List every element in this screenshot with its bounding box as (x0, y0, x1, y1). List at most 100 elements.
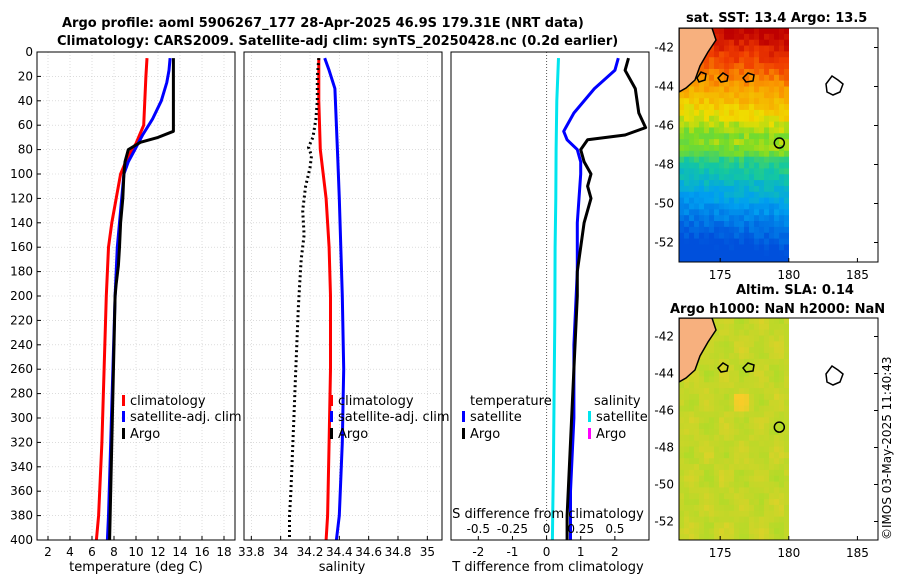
heatmap-cell (719, 109, 725, 117)
heatmap-cell (744, 180, 750, 187)
y-tick-label: 140 (10, 216, 33, 230)
s-diff-tick-label: 0.5 (605, 522, 624, 536)
heatmap-cell (734, 329, 740, 337)
heatmap-cell (714, 156, 720, 164)
heatmap-cell (699, 393, 705, 401)
heatmap-cell (769, 232, 775, 240)
heatmap-cell (729, 39, 735, 47)
heatmap-cell (719, 411, 725, 418)
heatmap-cell (744, 458, 750, 465)
heatmap-cell (744, 221, 750, 228)
heatmap-cell (739, 226, 745, 234)
heatmap-cell (689, 209, 695, 216)
heatmap-cell (784, 203, 789, 210)
heatmap-cell (724, 388, 730, 395)
heatmap-cell (769, 45, 775, 52)
heatmap-cell (729, 185, 735, 193)
heatmap-cell (699, 475, 705, 483)
legend-argo: Argo (130, 427, 160, 442)
heatmap-cell (754, 458, 760, 465)
heatmap-cell (689, 92, 695, 99)
heatmap-cell (749, 156, 755, 164)
heatmap-cell (679, 92, 685, 99)
heatmap-cell (694, 364, 700, 372)
heatmap-cell (779, 481, 785, 489)
heatmap-cell (759, 452, 765, 459)
heatmap-cell (714, 244, 720, 251)
heatmap-cell (769, 109, 775, 117)
heatmap-cell (764, 244, 770, 251)
heatmap-cell (714, 358, 720, 366)
heatmap-cell (779, 115, 785, 123)
heatmap-cell (739, 45, 745, 52)
heatmap-cell (784, 475, 789, 483)
heatmap-cell (694, 458, 700, 465)
sla-island (717, 362, 729, 373)
heatmap-cell (724, 458, 730, 465)
heatmap-cell (679, 382, 685, 389)
heatmap-cell (704, 434, 710, 442)
heatmap-cell (754, 203, 760, 210)
heatmap-cell (779, 150, 785, 158)
heatmap-cell (759, 180, 765, 187)
heatmap-cell (769, 226, 775, 234)
heatmap-cell (764, 180, 770, 187)
heatmap-cell (734, 203, 740, 210)
heatmap-cell (689, 86, 695, 93)
heatmap-cell (759, 191, 765, 199)
heatmap-cell (774, 341, 780, 348)
heatmap-cell (784, 353, 789, 360)
heatmap-cell (754, 250, 760, 257)
heatmap-cell (689, 104, 695, 111)
map-y-tick-label: -44 (654, 367, 674, 381)
heatmap-cell (769, 323, 775, 331)
heatmap-cell (754, 221, 760, 228)
heatmap-cell (709, 203, 715, 210)
heatmap-cell (719, 417, 725, 424)
heatmap-cell (749, 185, 755, 193)
salinity-lines (288, 57, 346, 540)
heatmap-cell (769, 464, 775, 471)
heatmap-cell (759, 358, 765, 366)
heatmap-cell (694, 475, 700, 483)
heatmap-cell (719, 504, 725, 512)
heatmap-cell (744, 516, 750, 524)
heatmap-cell (739, 522, 745, 529)
heatmap-cell (734, 522, 740, 529)
heatmap-cell (774, 104, 780, 111)
heatmap-cell (754, 168, 760, 175)
heatmap-cell (739, 318, 745, 325)
heatmap-cell (759, 80, 765, 88)
heatmap-cell (739, 405, 745, 413)
heatmap-cell (729, 388, 735, 395)
heatmap-cell (689, 411, 695, 418)
heatmap-cell (699, 168, 705, 175)
heatmap-cell (694, 156, 700, 164)
heatmap-cell (754, 139, 760, 146)
heatmap-cell (679, 197, 685, 205)
heatmap-cell (779, 376, 785, 383)
heatmap-cell (709, 376, 715, 383)
heatmap-cell (694, 250, 700, 257)
heatmap-cell (764, 434, 770, 442)
heatmap-cell (724, 80, 730, 88)
legend-t-argo: Argo (470, 427, 500, 442)
heatmap-cell (784, 318, 789, 325)
heatmap-cell (749, 528, 755, 535)
heatmap-cell (719, 80, 725, 88)
heatmap-cell (739, 57, 745, 64)
heatmap-cell (759, 133, 765, 140)
heatmap-cell (754, 434, 760, 442)
heatmap-cell (779, 417, 785, 424)
heatmap-cell (749, 92, 755, 99)
heatmap-cell (699, 469, 705, 477)
heatmap-cell (719, 434, 725, 442)
heatmap-cell (684, 162, 690, 169)
heatmap-cell (759, 318, 765, 325)
heatmap-cell (734, 92, 740, 99)
heatmap-cell (749, 45, 755, 52)
heatmap-cell (679, 191, 685, 199)
heatmap-cell (769, 399, 775, 407)
heatmap-cell (719, 145, 725, 152)
heatmap-cell (744, 209, 750, 216)
